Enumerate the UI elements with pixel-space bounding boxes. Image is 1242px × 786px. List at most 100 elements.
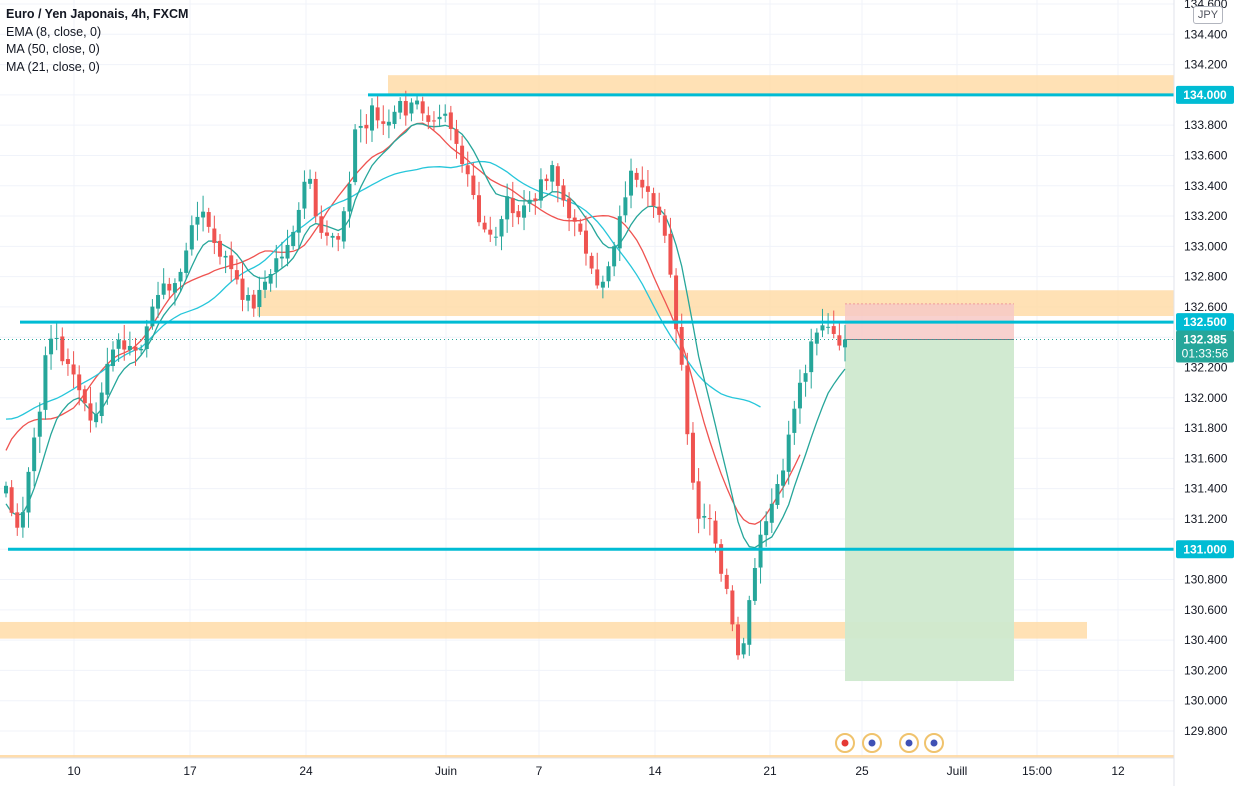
event-marker[interactable] xyxy=(924,733,944,753)
candle-body xyxy=(724,574,729,589)
candle xyxy=(702,503,707,529)
price-tick-label: 134.200 xyxy=(1184,58,1228,72)
level-badge-1325[interactable]: 132.500 xyxy=(1176,313,1234,332)
candle-body xyxy=(43,355,48,410)
candle-body xyxy=(32,437,37,472)
symbol-title: Euro / Yen Japonais, 4h, FXCM xyxy=(6,7,189,21)
candle-body xyxy=(82,389,87,404)
event-marker[interactable] xyxy=(835,733,855,753)
candle-body xyxy=(595,269,600,286)
currency-badge[interactable]: JPY xyxy=(1193,6,1223,24)
candle xyxy=(657,192,662,223)
candle xyxy=(522,190,527,231)
indicator-ema8[interactable]: EMA (8, close, 0) xyxy=(6,24,102,39)
take-profit-zone[interactable] xyxy=(845,339,1014,682)
candle-body xyxy=(319,216,324,233)
candle xyxy=(291,225,296,250)
candle-body xyxy=(578,223,583,232)
indicator-ma50[interactable]: MA (50, close, 0) xyxy=(6,42,100,56)
candle-body xyxy=(764,521,769,536)
candle xyxy=(696,468,701,534)
candle-body xyxy=(122,340,127,350)
candle xyxy=(20,496,25,538)
candle xyxy=(809,328,814,389)
candle xyxy=(324,220,329,246)
candle xyxy=(533,193,538,215)
candle-body xyxy=(803,373,808,382)
candle-body xyxy=(426,115,431,122)
candle-body xyxy=(240,278,245,300)
support-resistance-zone[interactable] xyxy=(388,75,1174,95)
candle xyxy=(110,341,115,372)
candle-body xyxy=(257,289,262,308)
candle xyxy=(476,181,481,227)
candle xyxy=(465,151,470,187)
level-badge-131[interactable]: 131.000 xyxy=(1176,540,1234,559)
candle-body xyxy=(640,179,645,188)
candle xyxy=(139,344,144,356)
economic-events[interactable] xyxy=(835,733,944,753)
candle xyxy=(156,281,161,318)
candle xyxy=(668,217,673,278)
time-tick-label: 7 xyxy=(536,764,543,778)
price-tick-label: 131.800 xyxy=(1184,421,1228,435)
candle xyxy=(189,215,194,256)
event-marker[interactable] xyxy=(899,733,919,753)
candle-body xyxy=(606,266,611,282)
support-resistance-zone[interactable] xyxy=(0,621,1087,639)
candle-body xyxy=(336,236,341,240)
candle-body xyxy=(370,105,375,131)
candle-body xyxy=(398,100,403,113)
candle-body xyxy=(285,244,290,259)
candle xyxy=(561,178,566,207)
candle-body xyxy=(223,255,228,258)
candle-body xyxy=(533,198,538,201)
candle-body xyxy=(375,107,380,121)
candle xyxy=(437,104,442,128)
time-tick-label: 15:00 xyxy=(1022,764,1052,778)
candle-body xyxy=(792,408,797,433)
candle xyxy=(634,168,639,188)
candle xyxy=(364,114,369,144)
price-tick-label: 130.800 xyxy=(1184,573,1228,587)
last-price-badge-bg xyxy=(1176,330,1234,363)
level-badge-134[interactable]: 134.000 xyxy=(1176,85,1234,104)
horizontal-lines[interactable] xyxy=(0,93,1174,551)
support-resistance-zone[interactable] xyxy=(257,290,1174,317)
candle-body xyxy=(634,172,639,180)
candle-body xyxy=(657,206,662,215)
candle-body xyxy=(651,193,656,206)
candle xyxy=(206,207,211,233)
short-position[interactable] xyxy=(845,303,1014,682)
candle xyxy=(826,313,831,335)
candle xyxy=(127,331,132,356)
candle-body xyxy=(364,124,369,129)
event-marker[interactable] xyxy=(862,733,882,753)
price-tick-label: 130.200 xyxy=(1184,663,1228,677)
price-tick-label: 134.600 xyxy=(1184,0,1228,11)
ma21-line xyxy=(5,122,801,525)
candle-body xyxy=(499,219,504,237)
candle-body xyxy=(381,121,386,124)
candle-body xyxy=(341,211,346,242)
candle-body xyxy=(313,178,318,217)
candle-body xyxy=(544,178,549,182)
candle xyxy=(9,480,14,517)
candle-body xyxy=(555,166,560,186)
candle-body xyxy=(488,229,493,235)
candle-body xyxy=(668,233,673,275)
candle xyxy=(195,201,200,241)
candle-body xyxy=(572,217,577,222)
candle xyxy=(775,474,780,509)
indicator-ma21[interactable]: MA (21, close, 0) xyxy=(6,59,100,74)
candle xyxy=(454,119,459,159)
ma50-line xyxy=(5,160,761,420)
candle xyxy=(448,105,453,141)
candle-body xyxy=(752,568,757,601)
candle-body xyxy=(589,255,594,269)
candle-body xyxy=(629,170,634,196)
